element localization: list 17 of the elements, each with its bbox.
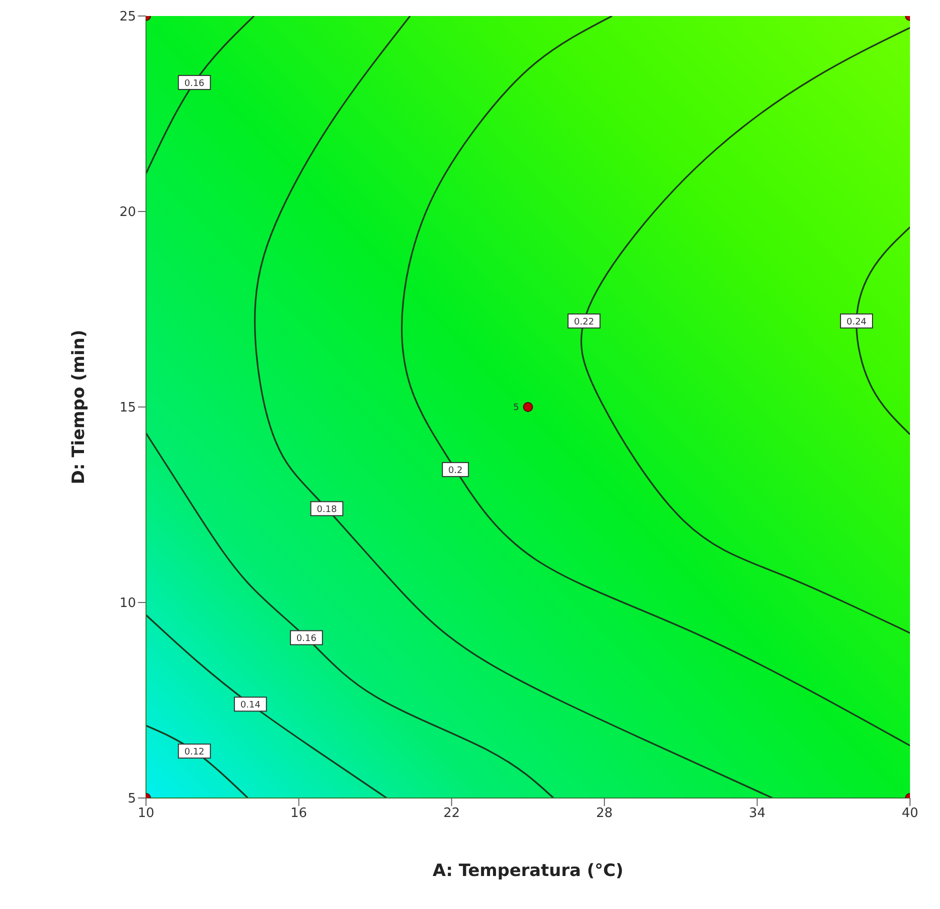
y-tick-label: 15 xyxy=(119,400,136,416)
y-tick-label: 25 xyxy=(119,10,136,25)
y-axis-title: D: Tiempo (min) xyxy=(69,330,90,484)
y-tick-label: 10 xyxy=(119,596,136,612)
y-tick-label: 5 xyxy=(128,792,136,807)
x-axis-title: A: Temperatura (°C) xyxy=(432,861,624,881)
x-tick-label: 34 xyxy=(748,806,766,822)
x-tick-label: 28 xyxy=(596,806,613,822)
line-series xyxy=(146,432,554,798)
x-tick-label: 10 xyxy=(138,806,154,822)
line-series xyxy=(146,614,388,798)
x-tick-label: 40 xyxy=(902,806,918,822)
y-tick-label: 20 xyxy=(119,205,136,220)
line-series xyxy=(401,16,910,746)
x-tick-label: 22 xyxy=(443,806,460,822)
annotation: 5 xyxy=(513,403,519,413)
x-tick-label: 16 xyxy=(290,806,308,822)
